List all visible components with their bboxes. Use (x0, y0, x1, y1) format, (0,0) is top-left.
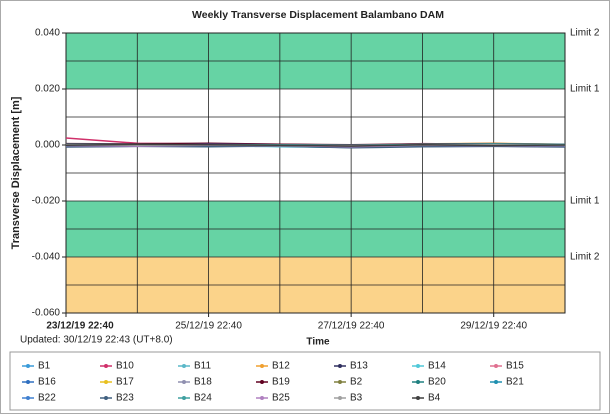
legend-label: B4 (428, 393, 441, 404)
legend-label: B23 (116, 393, 134, 404)
legend-label: B1 (38, 361, 51, 372)
y-tick-label: 0.000 (35, 140, 60, 151)
x-axis-label: Time (306, 337, 330, 348)
legend-marker (26, 364, 30, 368)
y-tick-label: -0.040 (32, 252, 61, 263)
legend-marker (338, 396, 342, 400)
legend-marker (26, 380, 30, 384)
legend-marker (182, 364, 186, 368)
legend-label: B22 (38, 393, 56, 404)
legend-marker (182, 396, 186, 400)
limit-label: Limit 2 (570, 28, 600, 39)
legend-label: B20 (428, 377, 446, 388)
legend-marker (416, 396, 420, 400)
legend-marker (104, 380, 108, 384)
legend-label: B24 (194, 393, 212, 404)
legend-marker (104, 364, 108, 368)
series-line (65, 143, 566, 147)
legend-label: B12 (272, 361, 290, 372)
legend-label: B21 (506, 377, 524, 388)
plot-border (65, 32, 566, 314)
y-tick-label: -0.060 (32, 308, 61, 319)
legend-marker (26, 396, 30, 400)
x-tick-label: 27/12/19 22:40 (318, 321, 385, 332)
limit-label: Limit 1 (570, 84, 600, 95)
legend-box (9, 351, 601, 411)
legend-label: B25 (272, 393, 290, 404)
limit-label: Limit 2 (570, 252, 600, 263)
legend-label: B3 (350, 393, 363, 404)
legend-label: B2 (350, 377, 363, 388)
legend-marker (260, 380, 264, 384)
legend-marker (338, 380, 342, 384)
x-tick-label: 23/12/19 22:40 (46, 321, 114, 332)
y-tick-label: 0.020 (35, 84, 60, 95)
legend-marker (182, 380, 186, 384)
legend-marker (104, 396, 108, 400)
updated-note: Updated: 30/12/19 22:43 (UT+8.0) (20, 335, 173, 346)
y-tick-label: 0.040 (35, 28, 60, 39)
legend-label: B19 (272, 377, 290, 388)
x-tick-label: 25/12/19 22:40 (175, 321, 242, 332)
y-axis-label: Transverse Displacement [m] (10, 96, 22, 249)
legend-marker (338, 364, 342, 368)
legend-label: B14 (428, 361, 446, 372)
legend-label: B17 (116, 377, 134, 388)
legend-marker (260, 364, 264, 368)
legend-label: B15 (506, 361, 524, 372)
limit-label: Limit 1 (570, 196, 600, 207)
legend-marker (260, 396, 264, 400)
legend-marker (494, 380, 498, 384)
legend-marker (416, 380, 420, 384)
legend-label: B10 (116, 361, 134, 372)
chart-title: Weekly Transverse Displacement Balambano… (192, 9, 444, 21)
legend-label: B13 (350, 361, 368, 372)
legend-label: B18 (194, 377, 212, 388)
x-tick-label: 29/12/19 22:40 (460, 321, 527, 332)
legend-marker (494, 364, 498, 368)
legend-label: B11 (194, 361, 211, 372)
legend-marker (416, 364, 420, 368)
legend-label: B16 (38, 377, 56, 388)
y-tick-label: -0.020 (32, 196, 61, 207)
